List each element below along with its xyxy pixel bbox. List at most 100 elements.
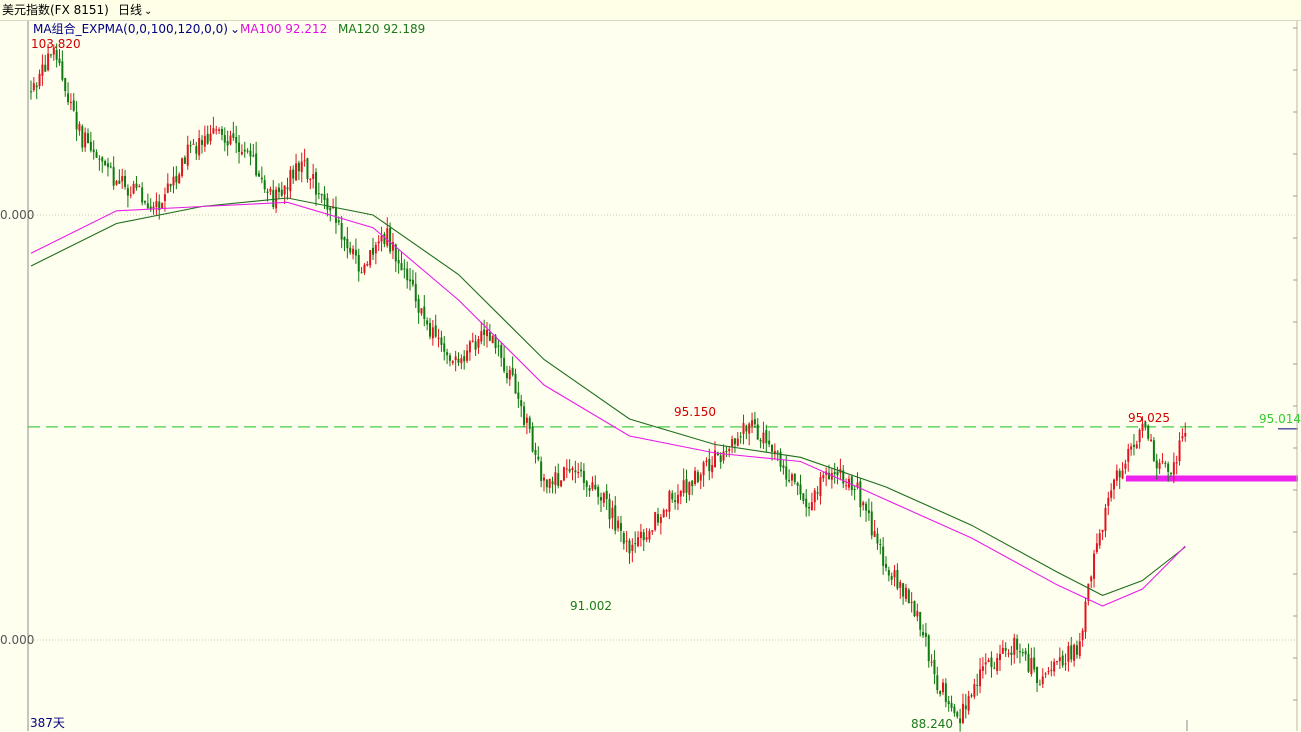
candle-body bbox=[300, 161, 303, 173]
candle bbox=[1090, 575, 1093, 589]
candle-body bbox=[1118, 470, 1121, 478]
candle-body bbox=[483, 329, 486, 336]
candle bbox=[688, 481, 691, 501]
candle bbox=[964, 693, 967, 719]
candle-body bbox=[699, 474, 702, 481]
candle bbox=[790, 472, 793, 487]
candle-body bbox=[802, 493, 805, 501]
candle-body bbox=[1047, 671, 1050, 673]
candle bbox=[1127, 443, 1130, 472]
candle-body bbox=[471, 340, 474, 342]
candle-body bbox=[637, 537, 640, 547]
candle bbox=[648, 528, 651, 543]
moving-average-lines bbox=[30, 197, 1186, 607]
candle-body bbox=[1073, 644, 1076, 661]
candle-body bbox=[1152, 440, 1155, 461]
candle bbox=[1013, 633, 1016, 664]
candle bbox=[548, 478, 551, 494]
candle-body bbox=[1050, 669, 1053, 671]
candle-body bbox=[249, 150, 252, 157]
candle bbox=[808, 502, 811, 517]
candle-body bbox=[41, 64, 44, 76]
candle-body bbox=[203, 135, 206, 147]
candle-body bbox=[1167, 463, 1170, 472]
candle bbox=[383, 231, 386, 248]
candle bbox=[246, 148, 249, 154]
candle bbox=[1038, 679, 1041, 686]
candle-body bbox=[551, 481, 554, 485]
candle bbox=[38, 69, 41, 90]
candle bbox=[939, 690, 942, 697]
candle bbox=[679, 490, 682, 505]
candle-body bbox=[92, 149, 95, 153]
candle bbox=[1132, 434, 1135, 456]
candle-body bbox=[771, 445, 773, 452]
candle bbox=[1098, 529, 1101, 549]
candle-body bbox=[543, 477, 545, 481]
ma120-legend: MA120 92.189 bbox=[338, 22, 426, 36]
candle-body bbox=[808, 507, 811, 509]
candle bbox=[805, 489, 808, 517]
candle bbox=[431, 319, 434, 346]
candle bbox=[702, 460, 705, 487]
candle-body bbox=[796, 482, 799, 486]
candle bbox=[1167, 461, 1170, 482]
candle-body bbox=[312, 174, 315, 180]
candle bbox=[61, 50, 64, 82]
candle bbox=[269, 186, 272, 196]
candle-body bbox=[357, 254, 360, 272]
candle bbox=[1158, 458, 1161, 475]
candle bbox=[930, 654, 933, 667]
candle-body bbox=[146, 203, 149, 209]
candle-body bbox=[999, 653, 1001, 661]
candle bbox=[474, 334, 477, 356]
candle-body bbox=[1144, 422, 1147, 427]
candle bbox=[380, 226, 383, 252]
candle bbox=[75, 101, 78, 141]
candle bbox=[927, 634, 930, 668]
candle bbox=[1041, 668, 1044, 688]
candle-body bbox=[1024, 651, 1027, 655]
candle bbox=[1181, 428, 1184, 442]
candle bbox=[295, 153, 298, 181]
horizontal-line-group[interactable] bbox=[28, 426, 1298, 482]
candle bbox=[72, 93, 75, 112]
candle bbox=[175, 166, 178, 190]
candle-body bbox=[810, 502, 813, 511]
candle bbox=[771, 444, 773, 461]
candle bbox=[645, 528, 648, 543]
candle-body bbox=[870, 511, 873, 536]
indicator-selector[interactable]: MA组合_EXPMA(0,0,100,120,0,0) ⌄ bbox=[33, 22, 240, 36]
candle bbox=[1050, 661, 1053, 677]
candle-body bbox=[349, 247, 352, 253]
candle bbox=[181, 157, 184, 178]
candle bbox=[437, 328, 440, 348]
candle-body bbox=[240, 151, 243, 155]
candle-body bbox=[394, 244, 397, 262]
candle bbox=[534, 442, 537, 464]
candle-body bbox=[916, 611, 919, 617]
candle bbox=[543, 473, 545, 492]
candle-body bbox=[397, 259, 400, 264]
candle-body bbox=[260, 177, 263, 180]
candle-body bbox=[676, 494, 679, 504]
candle bbox=[973, 678, 976, 700]
period-selector[interactable]: 日线 ⌄ bbox=[118, 0, 152, 22]
candle bbox=[1073, 643, 1076, 667]
candle-body bbox=[400, 263, 403, 271]
candle-body bbox=[1084, 601, 1087, 633]
candle-body bbox=[816, 492, 819, 494]
candle-body bbox=[1010, 652, 1013, 655]
candle-body bbox=[326, 198, 329, 210]
candle-body bbox=[959, 718, 962, 724]
candle-body bbox=[215, 129, 218, 131]
candle-body bbox=[454, 356, 457, 361]
candle-body bbox=[622, 533, 625, 544]
candle-body bbox=[1181, 436, 1184, 439]
ma100-line bbox=[30, 201, 1186, 607]
candle-body bbox=[548, 478, 551, 488]
candle bbox=[961, 693, 964, 724]
candle-body bbox=[930, 661, 933, 663]
candle bbox=[1084, 597, 1087, 639]
candle-body bbox=[269, 189, 272, 192]
